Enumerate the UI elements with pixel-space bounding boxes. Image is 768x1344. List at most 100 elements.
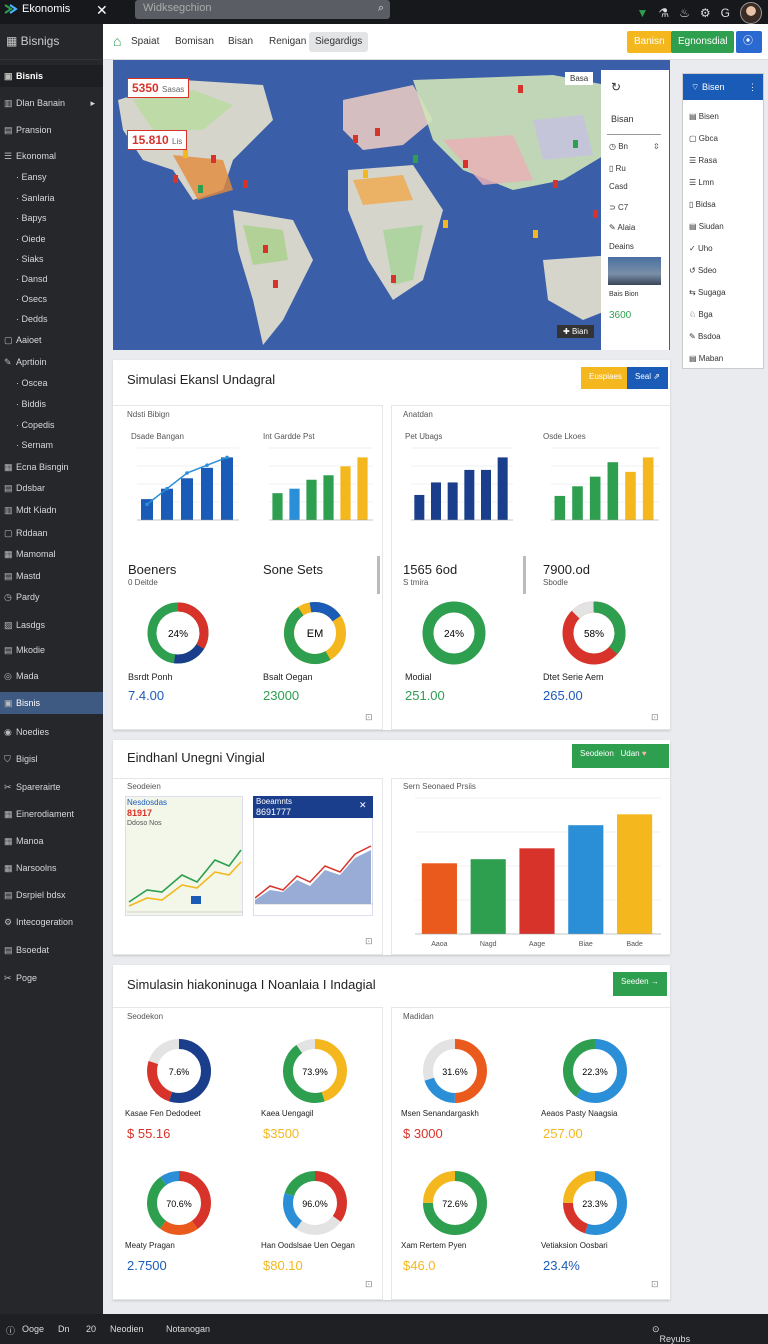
sidebar-item[interactable]: ▣ Bisnis (0, 692, 103, 714)
right-panel-item[interactable]: ↺ Sdeo (683, 260, 763, 282)
sidebar-item[interactable]: ⛉ Bigisl (0, 748, 103, 770)
expand-icon[interactable]: ⊡ (365, 712, 373, 722)
bar[interactable] (554, 495, 566, 520)
sidebar-item[interactable]: ▤ Ddsbar (0, 477, 103, 499)
search-icon[interactable]: ⌕ (377, 2, 384, 14)
bar[interactable] (447, 482, 458, 520)
sidebar-item[interactable]: · Bapys (0, 207, 103, 229)
more-icon[interactable]: ⋮ (748, 82, 757, 92)
sidebar-item[interactable]: · Sernam (0, 434, 103, 456)
bar[interactable] (572, 486, 583, 520)
sidebar-item[interactable]: ▤ Pransion (0, 119, 103, 141)
tab-spaiat[interactable]: Spaiat (131, 36, 160, 47)
right-panel-item[interactable]: ♘ Bga (683, 304, 763, 326)
sidebar-item[interactable]: · Osecs (0, 288, 103, 310)
sidebar-item[interactable]: · Copedis (0, 414, 103, 436)
sidebar-item[interactable]: ▦ Ecna Bisngin (0, 456, 103, 478)
bar[interactable] (481, 469, 491, 520)
map-corner-button[interactable]: Basa (565, 72, 594, 85)
sidebar-item[interactable]: ⚙ Intecogeration (0, 911, 103, 933)
expand-icon[interactable]: ⊡ (651, 1279, 659, 1289)
tab-bomisan[interactable]: Bomisan (175, 36, 214, 47)
sidebar-item[interactable]: · Dansd (0, 268, 103, 290)
close-icon[interactable]: ✕ (96, 2, 108, 18)
bar[interactable] (617, 814, 653, 934)
bar[interactable] (421, 863, 457, 934)
right-panel-item[interactable]: ☰ Lmn (683, 172, 763, 194)
sidebar-item[interactable]: · Oscea (0, 372, 103, 394)
bar[interactable] (201, 467, 213, 520)
bell-icon[interactable]: ♨ (679, 6, 690, 20)
tab-bisan[interactable]: Bisan (228, 36, 254, 47)
world-map[interactable]: 5350 Sasas 15.810 Lis Basa ✚ Bian bin (113, 60, 670, 350)
sidebar-item[interactable]: ✂ Sparerairte (0, 776, 103, 798)
banisn-button[interactable]: Banisn (627, 31, 672, 53)
bar[interactable] (519, 848, 555, 934)
right-panel-item[interactable]: ⇆ Sugaga (683, 282, 763, 304)
bar[interactable] (568, 825, 604, 934)
right-panel-item[interactable]: ▤ Bisen (683, 106, 763, 128)
expand-icon[interactable]: ⊡ (365, 1279, 373, 1289)
sidebar-item[interactable]: · Biddis (0, 393, 103, 415)
sidebar-item[interactable]: ✂ Poge (0, 967, 103, 989)
status-item[interactable]: Ooge (22, 1324, 45, 1334)
sidebar-item[interactable]: ◎ Mada (0, 665, 103, 687)
seal-button[interactable]: Seal ⇗ (627, 367, 668, 389)
avatar[interactable] (740, 2, 762, 24)
right-panel-item[interactable]: ✎ Bsdoa (683, 326, 763, 348)
line-card[interactable] (125, 796, 243, 916)
sidebar-item[interactable]: ▦ Narsoolns (0, 857, 103, 879)
seodeion-button[interactable]: Seodeion Udan ♥ (572, 744, 669, 768)
sidebar-item[interactable]: ▦ Mamomal (0, 543, 103, 565)
right-panel-item[interactable]: ☰ Rasa (683, 150, 763, 172)
home-icon[interactable]: ⌂ (113, 33, 122, 49)
bar[interactable] (357, 457, 368, 520)
bar[interactable] (625, 471, 636, 520)
bar[interactable] (181, 478, 193, 520)
bar[interactable] (221, 457, 233, 520)
sidebar-item[interactable]: ☰ Ekonomal (0, 145, 103, 167)
egnonsdial-button[interactable]: Egnonsdial (671, 31, 735, 53)
sidebar-item[interactable]: ▨ Lasdgs (0, 614, 103, 636)
layer-row[interactable]: ✎ Alaia (609, 223, 635, 232)
bar[interactable] (161, 488, 173, 520)
gear-icon[interactable]: ⚙ (699, 6, 711, 20)
right-panel-item[interactable]: ▢ Gbca (683, 128, 763, 150)
expand-icon[interactable]: ⊡ (651, 712, 659, 722)
g-icon[interactable]: G (720, 6, 730, 20)
map-canvas[interactable] (113, 60, 670, 350)
bar[interactable] (642, 457, 654, 520)
right-panel-item[interactable]: ▤ Maban (683, 348, 763, 370)
flask-icon[interactable]: ⚗ (658, 6, 670, 20)
tab-siegardigs[interactable]: Siegardigs (309, 32, 369, 52)
bar[interactable] (464, 469, 475, 520)
refresh-icon[interactable]: ↻ (611, 80, 622, 94)
sidebar-item[interactable]: ▥ Dlan Banain ▸ (0, 92, 103, 114)
sidebar-item[interactable]: ✎ Aprtioin (0, 351, 103, 373)
close-icon[interactable]: ✕ (359, 800, 367, 810)
bar[interactable] (289, 488, 300, 520)
euspiaes-button[interactable]: Euspiaes (581, 367, 630, 389)
sidebar-item[interactable]: · Oiede (0, 228, 103, 250)
status-item[interactable]: Neodien (110, 1324, 144, 1334)
bar[interactable] (306, 479, 317, 520)
sidebar-item[interactable]: · Eansy (0, 166, 103, 188)
layer-thumbnail[interactable] (608, 257, 661, 285)
pin-icon[interactable]: ⦿ (736, 31, 762, 53)
bar[interactable] (589, 476, 601, 520)
sidebar-item[interactable]: ▦ Einerodiament (0, 803, 103, 825)
right-panel-item[interactable]: ✓ Uho (683, 238, 763, 260)
bar[interactable] (497, 457, 508, 520)
bar[interactable] (141, 499, 153, 520)
bar[interactable] (323, 475, 334, 520)
sidebar-item[interactable]: ◉ Noedies (0, 721, 103, 743)
status-item[interactable]: 20 (86, 1324, 97, 1334)
right-panel-item[interactable]: ▤ Siudan (683, 216, 763, 238)
tab-renigan[interactable]: Renigan (269, 36, 307, 47)
bar[interactable] (414, 494, 425, 520)
sidebar-item[interactable]: ▢ Rddaan (0, 522, 103, 544)
layer-row[interactable]: ▯ Ru (609, 164, 626, 173)
bar[interactable] (272, 493, 283, 520)
status-item[interactable]: Dn (58, 1324, 70, 1334)
seeden-button[interactable]: Seeden → (613, 972, 667, 996)
